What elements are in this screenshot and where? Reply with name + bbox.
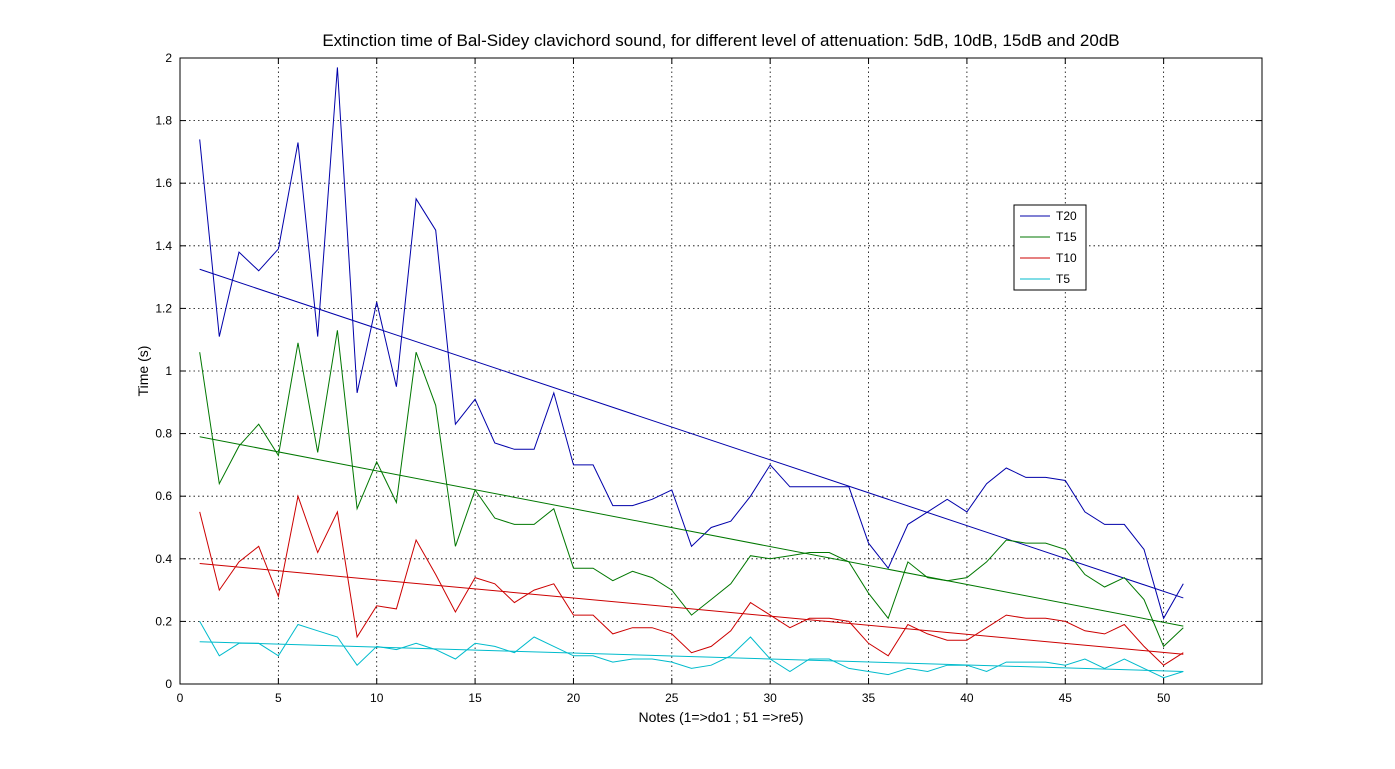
trend-line-t5: [199, 641, 1184, 672]
y-tick-label: 0.6: [155, 489, 172, 503]
axis-ticks: 0 5 10 15 20 25 30 35 40 45 50 0 0.2 0.4 0.6 0.8 1 1.2 1.4…: [155, 51, 1262, 705]
legend-label-t10: T10: [1056, 251, 1077, 265]
y-tick-label: 1.6: [155, 176, 172, 190]
chart-title: Extinction time of Bal-Sidey clavichord …: [322, 31, 1119, 50]
x-tick-label: 30: [764, 691, 778, 705]
x-axis-label: Notes (1=>do1 ; 51 =>re5): [639, 709, 804, 725]
x-tick-label: 0: [177, 691, 184, 705]
legend: T20 T15 T10 T5: [1013, 204, 1087, 291]
y-tick-label: 2: [165, 51, 172, 65]
legend-box: [1013, 204, 1087, 291]
x-tick-label: 10: [370, 691, 384, 705]
y-tick-label: 1.2: [155, 301, 172, 315]
y-tick-label: 0: [165, 677, 172, 691]
x-tick-label: 40: [960, 691, 974, 705]
grid-lines: [180, 58, 1262, 684]
y-tick-label: 1.8: [155, 114, 172, 128]
y-tick-label: 0.2: [155, 614, 172, 628]
y-tick-label: 1.4: [155, 239, 172, 253]
y-tick-label: 0.8: [155, 427, 172, 441]
y-axis-label: Time (s): [135, 346, 151, 397]
series-line-t5: [199, 621, 1184, 679]
x-tick-label: 15: [468, 691, 482, 705]
y-tick-label: 0.4: [155, 552, 172, 566]
x-tick-label: 35: [862, 691, 876, 705]
x-tick-label: 20: [567, 691, 581, 705]
x-tick-label: 50: [1157, 691, 1171, 705]
series-line-t15: [199, 330, 1184, 648]
x-tick-label: 5: [275, 691, 282, 705]
trend-line-t15: [199, 436, 1184, 627]
legend-label-t20: T20: [1056, 209, 1077, 223]
trend-line-t10: [199, 562, 1184, 655]
x-tick-label: 45: [1059, 691, 1073, 705]
trend-line-t20: [199, 268, 1184, 599]
legend-label-t5: T5: [1056, 272, 1070, 286]
y-tick-label: 1: [165, 364, 172, 378]
x-tick-label: 25: [665, 691, 679, 705]
series-line-t20: [199, 67, 1184, 620]
series-lines: [199, 67, 1184, 679]
legend-label-t15: T15: [1056, 230, 1077, 244]
series-line-t10: [199, 494, 1184, 666]
